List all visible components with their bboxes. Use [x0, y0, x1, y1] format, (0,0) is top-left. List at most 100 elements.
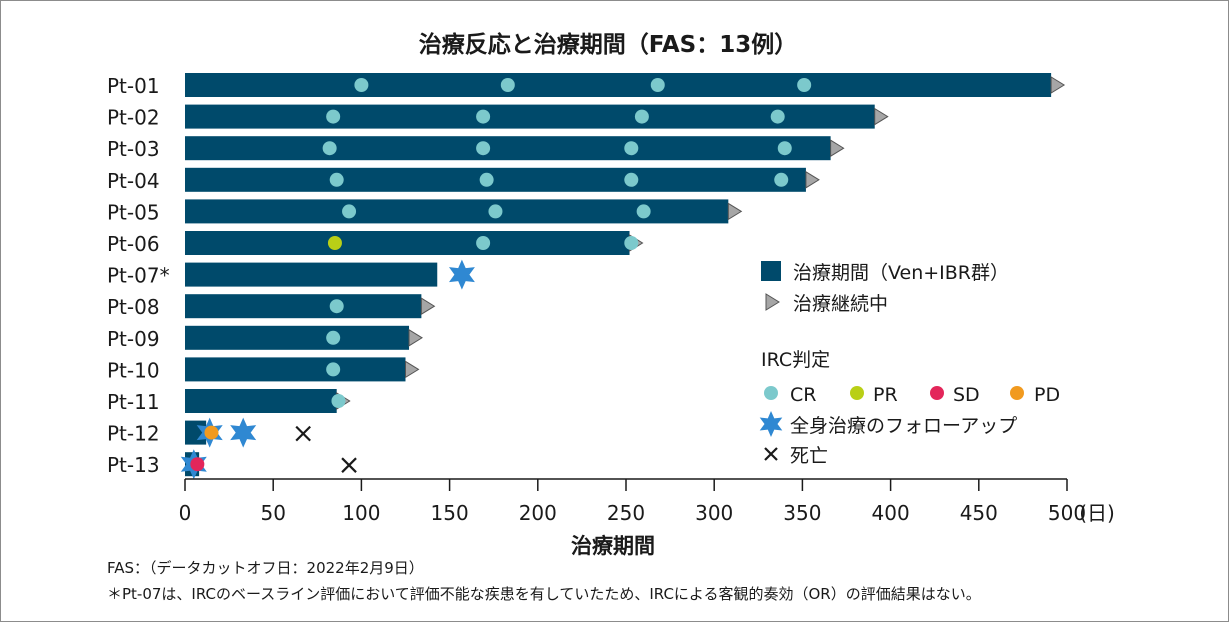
y-label-pt-03: Pt-03: [107, 137, 160, 161]
bar-pt-11: [185, 389, 337, 413]
legend-death-label: 死亡: [790, 445, 828, 467]
x-tick-label: 250: [607, 501, 645, 525]
x-tick-label: 500: [1048, 501, 1086, 525]
legend-pr-dot: [850, 386, 864, 400]
response-dot-cr: [326, 362, 341, 377]
ongoing-arrow-icon: [830, 139, 845, 158]
bar-pt-10: [185, 357, 406, 382]
x-tick-label: 450: [960, 501, 998, 525]
x-tick-label: 400: [872, 501, 910, 525]
chart-title: 治療反応と治療期間（FAS：13例）: [419, 31, 797, 58]
y-label-pt-11: Pt-11: [107, 390, 160, 414]
ongoing-arrow-icon: [727, 202, 743, 221]
legend-cr-dot: [764, 386, 778, 400]
ongoing-arrow-icon: [1050, 76, 1066, 94]
legend-bar-label: 治療期間（Ven+IBR群）: [793, 262, 1009, 284]
bar-pt-04: [185, 167, 806, 192]
legend-death-cross-icon: [764, 447, 778, 461]
y-label-pt-06: Pt-06: [107, 232, 160, 256]
legend-ongoing-arrow-icon: [765, 293, 780, 311]
y-label-pt-01: Pt-01: [107, 74, 160, 98]
response-dot-cr: [774, 172, 789, 187]
follow-up-star-icon: [449, 259, 475, 290]
legend-pd-dot: [1010, 386, 1024, 400]
x-tick-label: 150: [431, 501, 469, 525]
y-label-pt-13: Pt-13: [107, 453, 160, 477]
legend-ongoing-label: 治療継続中: [793, 293, 888, 315]
response-dot-cr: [624, 141, 639, 156]
response-dot-cr: [476, 141, 491, 156]
y-label-pt-10: Pt-10: [107, 358, 160, 382]
response-dot-cr: [650, 78, 665, 92]
x-tick-label: 200: [519, 501, 557, 525]
y-label-pt-02: Pt-02: [107, 106, 160, 130]
death-cross-icon: [341, 457, 357, 473]
y-label-pt-08: Pt-08: [107, 295, 160, 319]
x-tick-label: 350: [783, 501, 821, 525]
response-dot-cr: [342, 204, 357, 219]
response-dot-cr: [329, 172, 344, 187]
death-cross-icon: [295, 425, 311, 442]
x-axis-ticks: 0 50 100 150 200 250 300 350 400 450 500: [179, 479, 1086, 525]
ongoing-arrow-icon: [805, 170, 820, 189]
response-dot-cr: [354, 78, 369, 92]
legend-follow-up-star-icon: [759, 411, 783, 437]
bar-pt-06: [185, 231, 630, 255]
bar-pt-08: [185, 294, 422, 319]
response-dot-sd: [190, 457, 205, 472]
legend-bar-swatch: [761, 261, 781, 281]
bar-pt-09: [185, 325, 410, 350]
x-tick-label: 50: [260, 501, 285, 525]
footnote-pt07: ＊Pt-07は、IRCのベースライン評価において評価不能な疾患を有していたため、…: [107, 585, 981, 603]
legend-cr-label: CR: [790, 384, 816, 406]
ongoing-arrow-icon: [408, 328, 423, 347]
response-dot-cr: [322, 141, 337, 156]
bar-pt-01: [185, 73, 1052, 97]
legend-pr-label: PR: [873, 384, 898, 406]
y-label-pt-12: Pt-12: [107, 422, 160, 446]
x-tick-label: 0: [179, 501, 192, 525]
ongoing-arrow-icon: [405, 360, 420, 379]
bar-pt-02: [185, 104, 875, 129]
ongoing-arrow-icon: [874, 107, 889, 126]
response-dot-cr: [500, 78, 515, 92]
x-axis-label: 治療期間: [571, 534, 655, 558]
follow-up-star-icon: [230, 417, 257, 448]
response-dot-cr: [331, 394, 346, 408]
markers: [180, 76, 1066, 480]
response-dot-cr: [770, 109, 785, 124]
y-label-pt-05: Pt-05: [107, 200, 160, 224]
response-dot-pr: [327, 236, 342, 250]
response-dot-cr: [476, 109, 491, 124]
response-dot-cr: [326, 330, 341, 345]
legend-sd-label: SD: [953, 384, 980, 406]
bars: [185, 73, 1052, 477]
ongoing-arrow-icon: [420, 297, 436, 316]
response-dot-cr: [624, 172, 639, 187]
y-label-pt-07-star: Pt-07*: [107, 264, 170, 288]
y-label-pt-04: Pt-04: [107, 169, 160, 193]
x-tick-label: 300: [695, 501, 733, 525]
y-axis-labels: Pt-01 Pt-02 Pt-03 Pt-04 Pt-05 Pt-06 Pt-07* Pt-0…: [107, 74, 170, 477]
response-dot-cr: [479, 172, 494, 187]
x-axis-unit: (日): [1079, 501, 1115, 525]
response-dot-cr: [329, 299, 344, 314]
legend-pd-label: PD: [1034, 384, 1060, 406]
legend-irc-title: IRC判定: [761, 349, 830, 371]
x-tick-label: 100: [342, 501, 380, 525]
response-dot-cr: [634, 109, 649, 124]
response-dot-cr: [476, 236, 491, 250]
footnote-cutoff: FAS：（データカットオフ日：2022年2月9日）: [107, 559, 424, 577]
response-dot-cr: [488, 204, 503, 219]
response-dot-cr: [777, 141, 792, 156]
y-label-pt-09: Pt-09: [107, 327, 160, 351]
bar-pt-07: [185, 262, 438, 287]
bar-pt-03: [185, 136, 831, 161]
legend-sd-dot: [930, 386, 944, 400]
legend: 治療期間（Ven+IBR群） 治療継続中 IRC判定 CR PR SD PD 全…: [759, 261, 1060, 467]
response-dot-cr: [636, 204, 651, 219]
response-dot-cr: [797, 78, 812, 92]
response-dot-cr: [326, 109, 341, 124]
